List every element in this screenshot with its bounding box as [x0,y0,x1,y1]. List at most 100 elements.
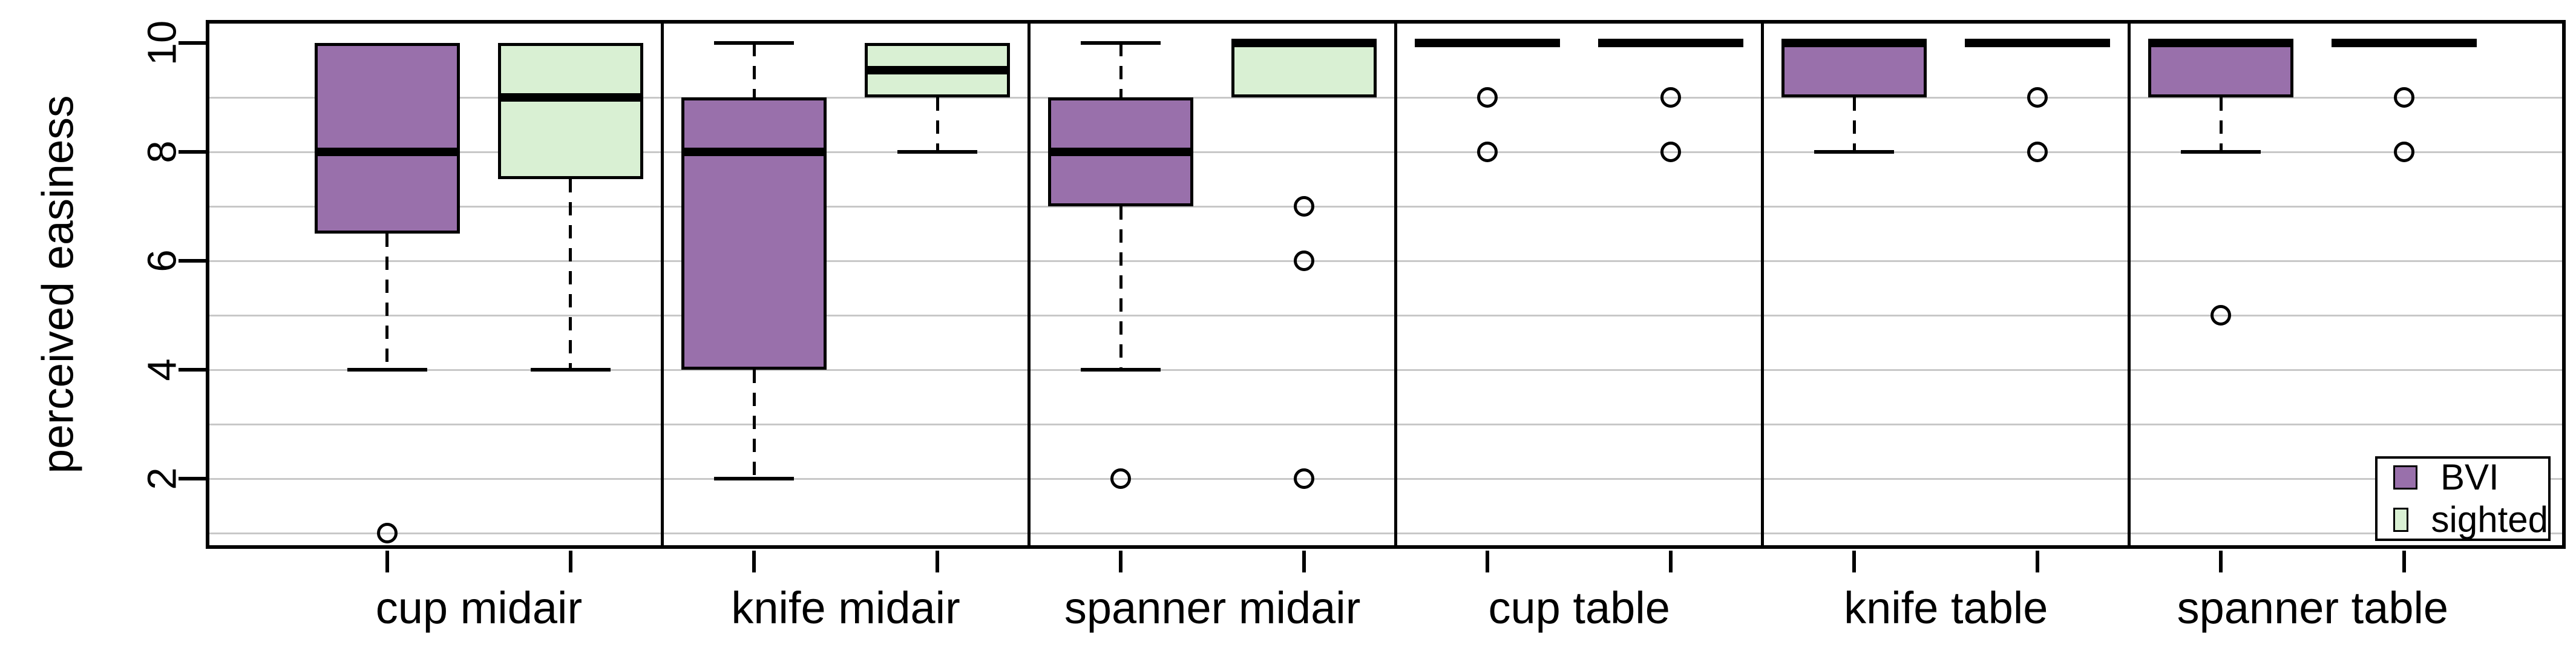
panel-divider [1027,24,1031,545]
outlier-sighted-knife-table [2027,142,2048,163]
y-tick-label: 4 [139,358,185,381]
upper-whisker-cap-bvi-spanner-midair [1081,41,1161,45]
outlier-bvi-spanner-midair [1110,468,1132,490]
upper-whisker-bvi-knife-midair [752,43,756,98]
y-tick-label: 8 [139,140,185,163]
lower-whisker-sighted-knife-midair [936,97,939,152]
lower-whisker-cap-bvi-spanner-midair [1081,368,1161,372]
x-tick [1302,551,1306,572]
median-sighted-cup-table [1598,39,1744,48]
y-tick [179,150,209,154]
lower-whisker-bvi-knife-table [1852,97,1856,152]
gridline [209,314,2562,316]
plot-area [206,20,2566,549]
legend: BVI sighted [2375,456,2551,541]
box-bvi-spanner-table [2148,43,2294,98]
outlier-bvi-cup-table [1477,87,1498,108]
x-tick [1852,551,1857,572]
outlier-sighted-spanner-midair [1294,468,1315,490]
lower-whisker-sighted-cup-midair [569,179,572,370]
y-tick [179,259,209,263]
lower-whisker-cap-bvi-cup-midair [347,368,427,372]
y-tick-label: 6 [139,249,185,272]
legend-swatch-bvi [2393,465,2417,490]
outlier-bvi-spanner-table [2211,305,2232,326]
lower-whisker-cap-bvi-spanner-table [2181,150,2261,154]
y-tick [179,477,209,481]
legend-swatch-sighted [2393,508,2408,532]
gridline [209,423,2562,425]
x-tick [1119,551,1123,572]
x-tick [752,551,756,572]
x-tick [1669,551,1673,572]
lower-whisker-bvi-cup-midair [385,234,389,370]
y-tick-label: 2 [139,467,185,490]
median-sighted-spanner-table [2332,39,2477,48]
box-bvi-cup-midair [314,43,460,234]
median-bvi-cup-table [1415,39,1561,48]
y-tick-label: 10 [139,21,185,66]
lower-whisker-cap-sighted-knife-midair [897,150,978,154]
x-tick [2219,551,2223,572]
legend-item-bvi: BVI [2393,459,2548,496]
outlier-sighted-spanner-midair [1294,196,1315,217]
median-sighted-knife-midair [865,66,1011,75]
gridline [209,369,2562,371]
outlier-sighted-spanner-midair [1294,251,1315,272]
x-axis-group-label: spanner midair [1064,583,1361,633]
panel-divider [661,24,664,545]
x-tick [385,551,389,572]
legend-label-sighted: sighted [2431,499,2548,540]
gridline [209,96,2562,99]
x-tick [936,551,940,572]
median-bvi-cup-midair [314,148,460,157]
gridline [209,532,2562,534]
box-sighted-cup-midair [497,43,643,180]
lower-whisker-bvi-spanner-table [2219,97,2223,152]
x-axis-group-label: knife table [1844,583,2048,633]
y-tick [179,368,209,372]
legend-label-bvi: BVI [2440,457,2499,497]
outlier-bvi-cup-table [1477,142,1498,163]
x-axis-group-label: knife midair [731,583,960,633]
lower-whisker-bvi-spanner-midair [1119,206,1122,370]
panel-divider [1394,24,1398,545]
panel-divider [1761,24,1765,545]
outlier-sighted-cup-table [1660,142,1682,163]
x-tick [2402,551,2407,572]
gridline [209,151,2562,153]
gridline [209,477,2562,480]
median-bvi-knife-midair [681,148,827,157]
box-bvi-knife-table [1781,43,1927,98]
box-sighted-spanner-midair [1231,43,1377,98]
legend-item-sighted: sighted [2393,502,2548,538]
median-sighted-knife-table [1965,39,2111,48]
x-tick [568,551,572,572]
x-tick [2036,551,2040,572]
median-sighted-cup-midair [497,93,643,102]
median-bvi-spanner-midair [1048,148,1194,157]
gridline [209,260,2562,262]
x-tick [1486,551,1490,572]
median-bvi-knife-table [1781,39,1927,48]
outlier-sighted-spanner-table [2394,87,2415,108]
median-bvi-spanner-table [2148,39,2294,48]
outlier-sighted-cup-table [1660,87,1682,108]
upper-whisker-cap-bvi-knife-midair [714,41,795,45]
panel-divider [2128,24,2131,545]
lower-whisker-bvi-knife-midair [752,370,756,479]
lower-whisker-cap-bvi-knife-table [1814,150,1895,154]
x-axis-group-label: spanner table [2177,583,2449,633]
upper-whisker-bvi-spanner-midair [1119,43,1122,98]
y-axis-title: perceived easiness [33,95,83,474]
lower-whisker-cap-bvi-knife-midair [714,477,795,481]
box-bvi-knife-midair [681,97,827,370]
median-sighted-spanner-midair [1231,39,1377,48]
lower-whisker-cap-sighted-cup-midair [530,368,611,372]
y-tick [179,41,209,45]
x-axis-group-label: cup midair [375,583,583,633]
x-axis-group-label: cup table [1488,583,1670,633]
outlier-sighted-knife-table [2027,87,2048,108]
outlier-sighted-spanner-table [2394,142,2415,163]
